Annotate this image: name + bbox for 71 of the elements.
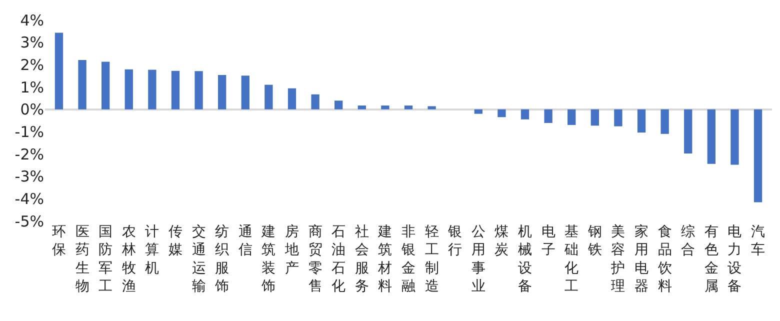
bar bbox=[334, 100, 343, 110]
bar bbox=[730, 109, 739, 165]
x-tick-label: 传媒 bbox=[168, 224, 182, 258]
bar bbox=[102, 62, 110, 110]
bar bbox=[124, 69, 133, 110]
y-tick-label: 4% bbox=[20, 11, 44, 30]
x-tick-label: 农林牧渔 bbox=[120, 224, 136, 295]
x-tick-label: 电子 bbox=[541, 224, 556, 258]
bar bbox=[520, 109, 530, 120]
bar bbox=[428, 106, 436, 110]
bar bbox=[288, 88, 296, 110]
y-tick-label: 1% bbox=[20, 78, 44, 96]
bar bbox=[544, 109, 552, 123]
x-tick-label: 医药生物 bbox=[75, 224, 90, 295]
x-tick-label: 商贸零售 bbox=[308, 224, 322, 295]
bar bbox=[311, 94, 320, 110]
bar bbox=[264, 84, 273, 110]
x-tick-label: 建筑装饰 bbox=[260, 224, 276, 295]
y-tick-label: 0% bbox=[20, 100, 44, 119]
bar bbox=[590, 109, 599, 126]
y-tick-label: -1% bbox=[14, 122, 44, 141]
y-tick-label: -5% bbox=[14, 212, 44, 230]
bar bbox=[78, 60, 86, 110]
x-tick-label: 电力设备 bbox=[728, 224, 742, 295]
bar bbox=[660, 109, 669, 134]
x-tick-label: 石油石化 bbox=[332, 224, 346, 295]
bar bbox=[498, 109, 506, 118]
x-tick-label: 食品饮料 bbox=[656, 224, 672, 295]
x-tick-label: 汽车 bbox=[751, 224, 766, 258]
y-tick-label: -2% bbox=[14, 145, 44, 164]
bar bbox=[54, 32, 64, 110]
bar bbox=[754, 109, 762, 202]
x-tick-label: 基础化工 bbox=[564, 224, 579, 295]
x-tick-label: 综合 bbox=[681, 224, 696, 258]
bar bbox=[171, 70, 180, 110]
x-tick-label: 国防军工 bbox=[98, 224, 113, 295]
bar bbox=[218, 74, 226, 110]
x-tick-label: 纺织服饰 bbox=[214, 224, 230, 295]
x-tick-label: 轻工制造 bbox=[424, 224, 439, 295]
bar bbox=[614, 109, 622, 126]
y-tick-label: 2% bbox=[20, 56, 44, 74]
x-tick-label: 公用事业 bbox=[471, 224, 486, 295]
bar bbox=[148, 70, 156, 110]
bar bbox=[568, 109, 576, 125]
x-tick-label: 交通运输 bbox=[192, 224, 206, 295]
x-tick-label: 机械设备 bbox=[518, 224, 532, 295]
x-tick-label: 银行 bbox=[447, 224, 462, 258]
y-tick-label: -4% bbox=[14, 190, 44, 208]
x-tick-label: 钢铁 bbox=[586, 224, 602, 258]
bar bbox=[684, 109, 692, 154]
bar bbox=[404, 106, 413, 110]
bar bbox=[381, 106, 390, 110]
x-tick-label: 煤炭 bbox=[494, 224, 509, 258]
y-tick-label: 3% bbox=[20, 34, 44, 52]
bar bbox=[358, 106, 366, 110]
bar bbox=[474, 109, 482, 114]
x-tick-label: 非银金融 bbox=[400, 224, 416, 295]
bar bbox=[194, 71, 203, 110]
x-tick-label: 建筑材料 bbox=[377, 224, 392, 295]
x-tick-label: 计算机 bbox=[145, 224, 160, 276]
bar bbox=[637, 109, 646, 133]
x-tick-label: 社会服务 bbox=[354, 224, 369, 295]
x-tick-label: 房地产 bbox=[284, 224, 299, 276]
x-tick-label: 家用电器 bbox=[634, 224, 649, 295]
bar bbox=[241, 76, 250, 110]
x-tick-label: 环保 bbox=[52, 224, 66, 258]
y-tick-label: -3% bbox=[14, 168, 44, 186]
x-tick-label: 美容护理 bbox=[610, 224, 626, 295]
x-tick-label: 通信 bbox=[238, 224, 252, 258]
bar bbox=[707, 109, 716, 164]
x-tick-label: 有色金属 bbox=[704, 224, 718, 295]
